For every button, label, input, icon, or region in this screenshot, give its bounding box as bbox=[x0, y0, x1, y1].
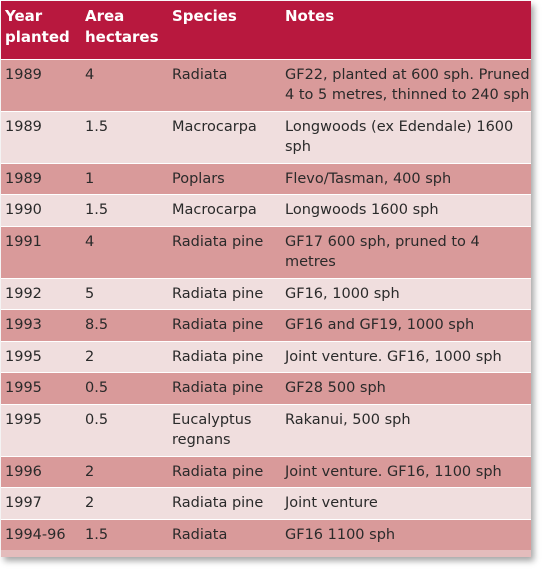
table-row: 1996 2 Radiata pine Joint venture. GF16, 11… bbox=[1, 455, 531, 488]
cell-notes: Joint venture bbox=[281, 487, 531, 519]
cell-notes: GF28 500 sph bbox=[281, 372, 531, 404]
cell-year: 1991 bbox=[1, 225, 81, 278]
cell-notes: Longwoods 1600 sph bbox=[281, 194, 531, 226]
planting-table-frame: Year planted Area hectares Species Notes… bbox=[1, 1, 531, 557]
table-row: 1995 0.5 Eucalyptus regnans Rakanui, 500 sp… bbox=[1, 403, 531, 456]
table-row: 1990 1.5 Macrocarpa Longwoods 1600 sph bbox=[1, 194, 531, 226]
cell-area: 0.5 bbox=[81, 403, 168, 456]
cell-area: 2 bbox=[81, 340, 168, 373]
cell-species: Radiata pine bbox=[168, 372, 281, 404]
cell-species: Radiata bbox=[168, 518, 281, 550]
cell-area: 1 bbox=[81, 162, 168, 195]
planting-table: Year planted Area hectares Species Notes… bbox=[1, 1, 531, 550]
cell-species: Eucalyptus regnans bbox=[168, 403, 281, 456]
table-row: 1991 4 Radiata pine GF17 600 sph, pruned to… bbox=[1, 225, 531, 278]
header-year-planted: Year planted bbox=[1, 1, 81, 59]
cell-year: 1995 bbox=[1, 403, 81, 456]
cell-species: Macrocarpa bbox=[168, 110, 281, 163]
cell-notes: GF16 and GF19, 1000 sph bbox=[281, 309, 531, 341]
cell-area: 1.5 bbox=[81, 110, 168, 163]
cell-year: 1996 bbox=[1, 455, 81, 488]
cell-notes: GF17 600 sph, pruned to 4 metres bbox=[281, 225, 531, 278]
header-area-hectares: Area hectares bbox=[81, 1, 168, 59]
table-row: 1995 0.5 Radiata pine GF28 500 sph bbox=[1, 372, 531, 404]
header-notes: Notes bbox=[281, 1, 531, 59]
cell-area: 2 bbox=[81, 455, 168, 488]
cell-year: 1992 bbox=[1, 277, 81, 310]
cell-species: Radiata pine bbox=[168, 225, 281, 278]
cell-notes: Flevo/Tasman, 400 sph bbox=[281, 162, 531, 195]
cell-notes: Rakanui, 500 sph bbox=[281, 403, 531, 456]
cell-notes: GF22, planted at 600 sph. Pruned 4 to 5 … bbox=[281, 58, 531, 111]
cell-species: Radiata pine bbox=[168, 487, 281, 519]
table-row: 1994-96 1.5 Radiata GF16 1100 sph bbox=[1, 518, 531, 550]
table-row: 1993 8.5 Radiata pine GF16 and GF19, 1000 s… bbox=[1, 309, 531, 341]
cell-species: Macrocarpa bbox=[168, 194, 281, 226]
cell-area: 1.5 bbox=[81, 518, 168, 550]
cell-species: Radiata pine bbox=[168, 340, 281, 373]
cell-year: 1995 bbox=[1, 340, 81, 373]
table-header-row: Year planted Area hectares Species Notes bbox=[1, 1, 531, 59]
table-row: 1989 1 Poplars Flevo/Tasman, 400 sph bbox=[1, 162, 531, 195]
cell-species: Radiata bbox=[168, 58, 281, 111]
cell-year: 1997 bbox=[1, 487, 81, 519]
cell-area: 1.5 bbox=[81, 194, 168, 226]
cell-notes: GF16 1100 sph bbox=[281, 518, 531, 550]
cell-notes: Longwoods (ex Edendale) 1600 sph bbox=[281, 110, 531, 163]
cell-area: 4 bbox=[81, 58, 168, 111]
cell-notes: Joint venture. GF16, 1100 sph bbox=[281, 455, 531, 488]
cell-notes: GF16, 1000 sph bbox=[281, 277, 531, 310]
cell-area: 0.5 bbox=[81, 372, 168, 404]
cell-year: 1995 bbox=[1, 372, 81, 404]
table-row: 1997 2 Radiata pine Joint venture bbox=[1, 487, 531, 519]
cell-year: 1990 bbox=[1, 194, 81, 226]
cell-year: 1989 bbox=[1, 58, 81, 111]
header-species: Species bbox=[168, 1, 281, 59]
cell-species: Poplars bbox=[168, 162, 281, 195]
cell-area: 2 bbox=[81, 487, 168, 519]
cell-year: 1989 bbox=[1, 162, 81, 195]
cell-species: Radiata pine bbox=[168, 309, 281, 341]
table-row: 1989 4 Radiata GF22, planted at 600 sph. Pr… bbox=[1, 58, 531, 111]
cell-area: 5 bbox=[81, 277, 168, 310]
cell-species: Radiata pine bbox=[168, 455, 281, 488]
cell-year: 1993 bbox=[1, 309, 81, 341]
table-row: 1995 2 Radiata pine Joint venture. GF16, 10… bbox=[1, 340, 531, 373]
table-row: 1989 1.5 Macrocarpa Longwoods (ex Edendale)… bbox=[1, 110, 531, 163]
cell-area: 8.5 bbox=[81, 309, 168, 341]
cell-year: 1989 bbox=[1, 110, 81, 163]
cell-area: 4 bbox=[81, 225, 168, 278]
table-row: 1992 5 Radiata pine GF16, 1000 sph bbox=[1, 277, 531, 310]
cell-species: Radiata pine bbox=[168, 277, 281, 310]
cell-year: 1994-96 bbox=[1, 518, 81, 550]
cell-notes: Joint venture. GF16, 1000 sph bbox=[281, 340, 531, 373]
